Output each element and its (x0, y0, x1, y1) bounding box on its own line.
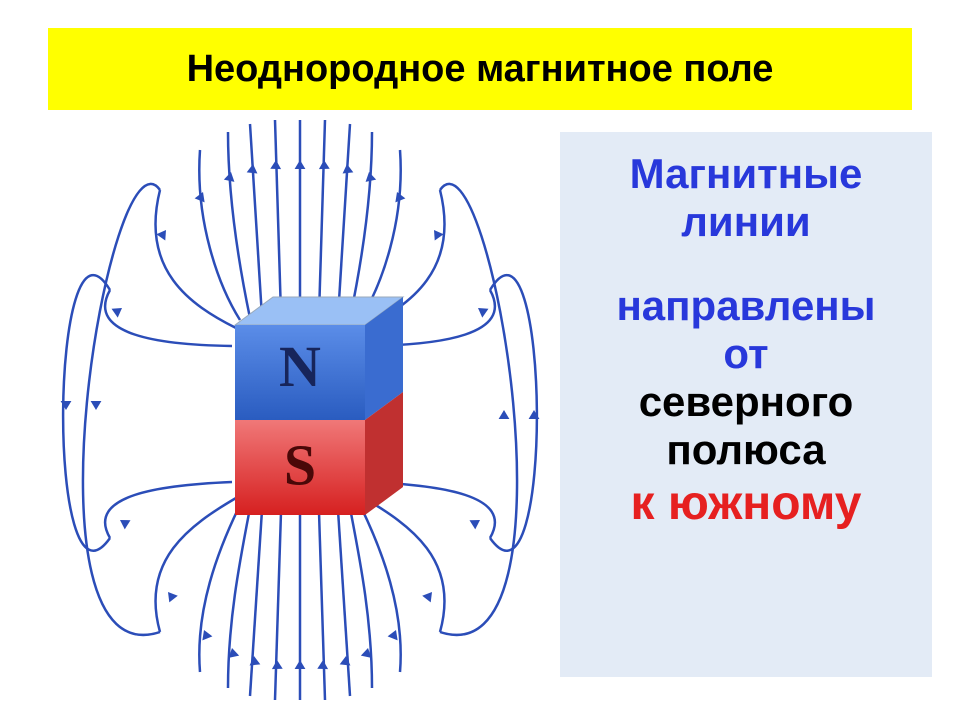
magnet-field-diagram: NS (40, 120, 560, 700)
desc-line-7: к южному (570, 476, 922, 531)
svg-text:N: N (279, 334, 321, 399)
title-bar: Неоднородное магнитное поле (48, 28, 912, 110)
field-svg: NS (40, 120, 560, 700)
desc-line-4: от (570, 330, 922, 378)
svg-text:S: S (284, 433, 316, 498)
desc-line-5: северного (570, 378, 922, 426)
desc-line-3: направлены (570, 282, 922, 330)
desc-line-2: линии (570, 198, 922, 246)
desc-line-6: полюса (570, 426, 922, 474)
desc-line-1: Магнитные (570, 150, 922, 198)
page-title: Неоднородное магнитное поле (187, 48, 774, 91)
description-panel: Магнитные линии направлены от северного … (560, 132, 932, 677)
